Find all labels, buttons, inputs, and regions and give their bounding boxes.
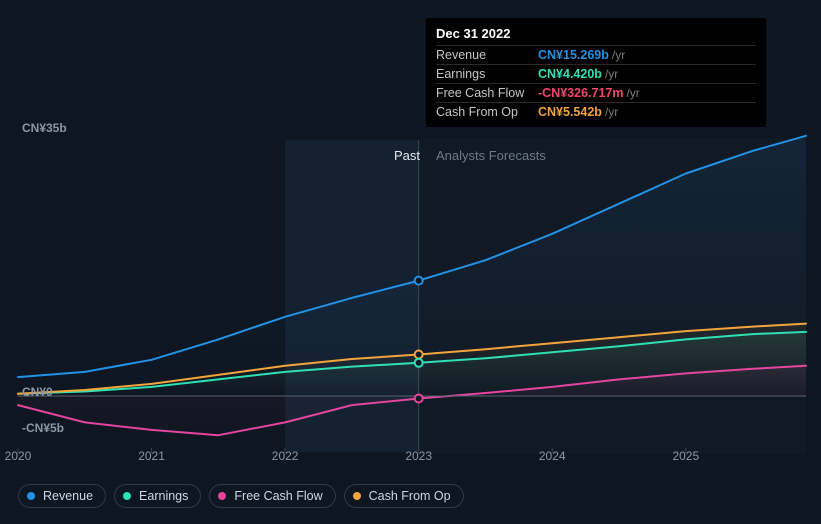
tooltip-row-suffix: /yr — [612, 48, 625, 62]
tooltip-row-value: CN¥15.269b — [538, 48, 609, 62]
tooltip-row-value: CN¥5.542b — [538, 105, 602, 119]
marker-earnings — [415, 359, 423, 367]
marker-cfo — [415, 351, 423, 359]
tooltip-row-suffix: /yr — [605, 105, 618, 119]
y-axis-label: CN¥35b — [22, 121, 67, 135]
x-axis-label: 2021 — [138, 449, 165, 463]
legend-dot-icon — [123, 492, 131, 500]
tooltip-row-label: Free Cash Flow — [436, 86, 538, 100]
legend-label: Free Cash Flow — [234, 489, 322, 503]
tooltip-row-suffix: /yr — [626, 86, 639, 100]
legend-label: Earnings — [139, 489, 188, 503]
legend-item-fcf[interactable]: Free Cash Flow — [209, 484, 335, 508]
y-axis-label: -CN¥5b — [22, 421, 64, 435]
tooltip-row-label: Revenue — [436, 48, 538, 62]
x-axis-label: 2024 — [539, 449, 566, 463]
legend-label: Cash From Op — [369, 489, 451, 503]
x-axis-label: 2022 — [272, 449, 299, 463]
tooltip-row-label: Earnings — [436, 67, 538, 81]
legend-item-earnings[interactable]: Earnings — [114, 484, 201, 508]
marker-revenue — [415, 277, 423, 285]
legend-dot-icon — [27, 492, 35, 500]
tooltip-row: Cash From OpCN¥5.542b/yr — [436, 102, 756, 121]
tooltip-row-value: CN¥4.420b — [538, 67, 602, 81]
legend-item-cfo[interactable]: Cash From Op — [344, 484, 464, 508]
x-axis-label: 2023 — [405, 449, 432, 463]
y-axis-label: CN¥0 — [22, 385, 53, 399]
tooltip-row: RevenueCN¥15.269b/yr — [436, 45, 756, 64]
legend-item-revenue[interactable]: Revenue — [18, 484, 106, 508]
marker-fcf — [415, 394, 423, 402]
tooltip-date: Dec 31 2022 — [436, 26, 756, 41]
tooltip-row-suffix: /yr — [605, 67, 618, 81]
tooltip-row-value: -CN¥326.717m — [538, 86, 623, 100]
label-past: Past — [394, 148, 420, 163]
chart-tooltip: Dec 31 2022 RevenueCN¥15.269b/yrEarnings… — [426, 18, 766, 127]
tooltip-row-label: Cash From Op — [436, 105, 538, 119]
legend-dot-icon — [218, 492, 226, 500]
tooltip-row: EarningsCN¥4.420b/yr — [436, 64, 756, 83]
x-axis-label: 2025 — [672, 449, 699, 463]
legend: Revenue Earnings Free Cash Flow Cash From O… — [18, 484, 464, 508]
tooltip-row: Free Cash Flow-CN¥326.717m/yr — [436, 83, 756, 102]
chart-container: { "canvas": { "width": 821, "height": 52… — [0, 0, 821, 524]
x-axis-label: 2020 — [5, 449, 32, 463]
legend-label: Revenue — [43, 489, 93, 503]
label-forecast: Analysts Forecasts — [436, 148, 546, 163]
legend-dot-icon — [353, 492, 361, 500]
